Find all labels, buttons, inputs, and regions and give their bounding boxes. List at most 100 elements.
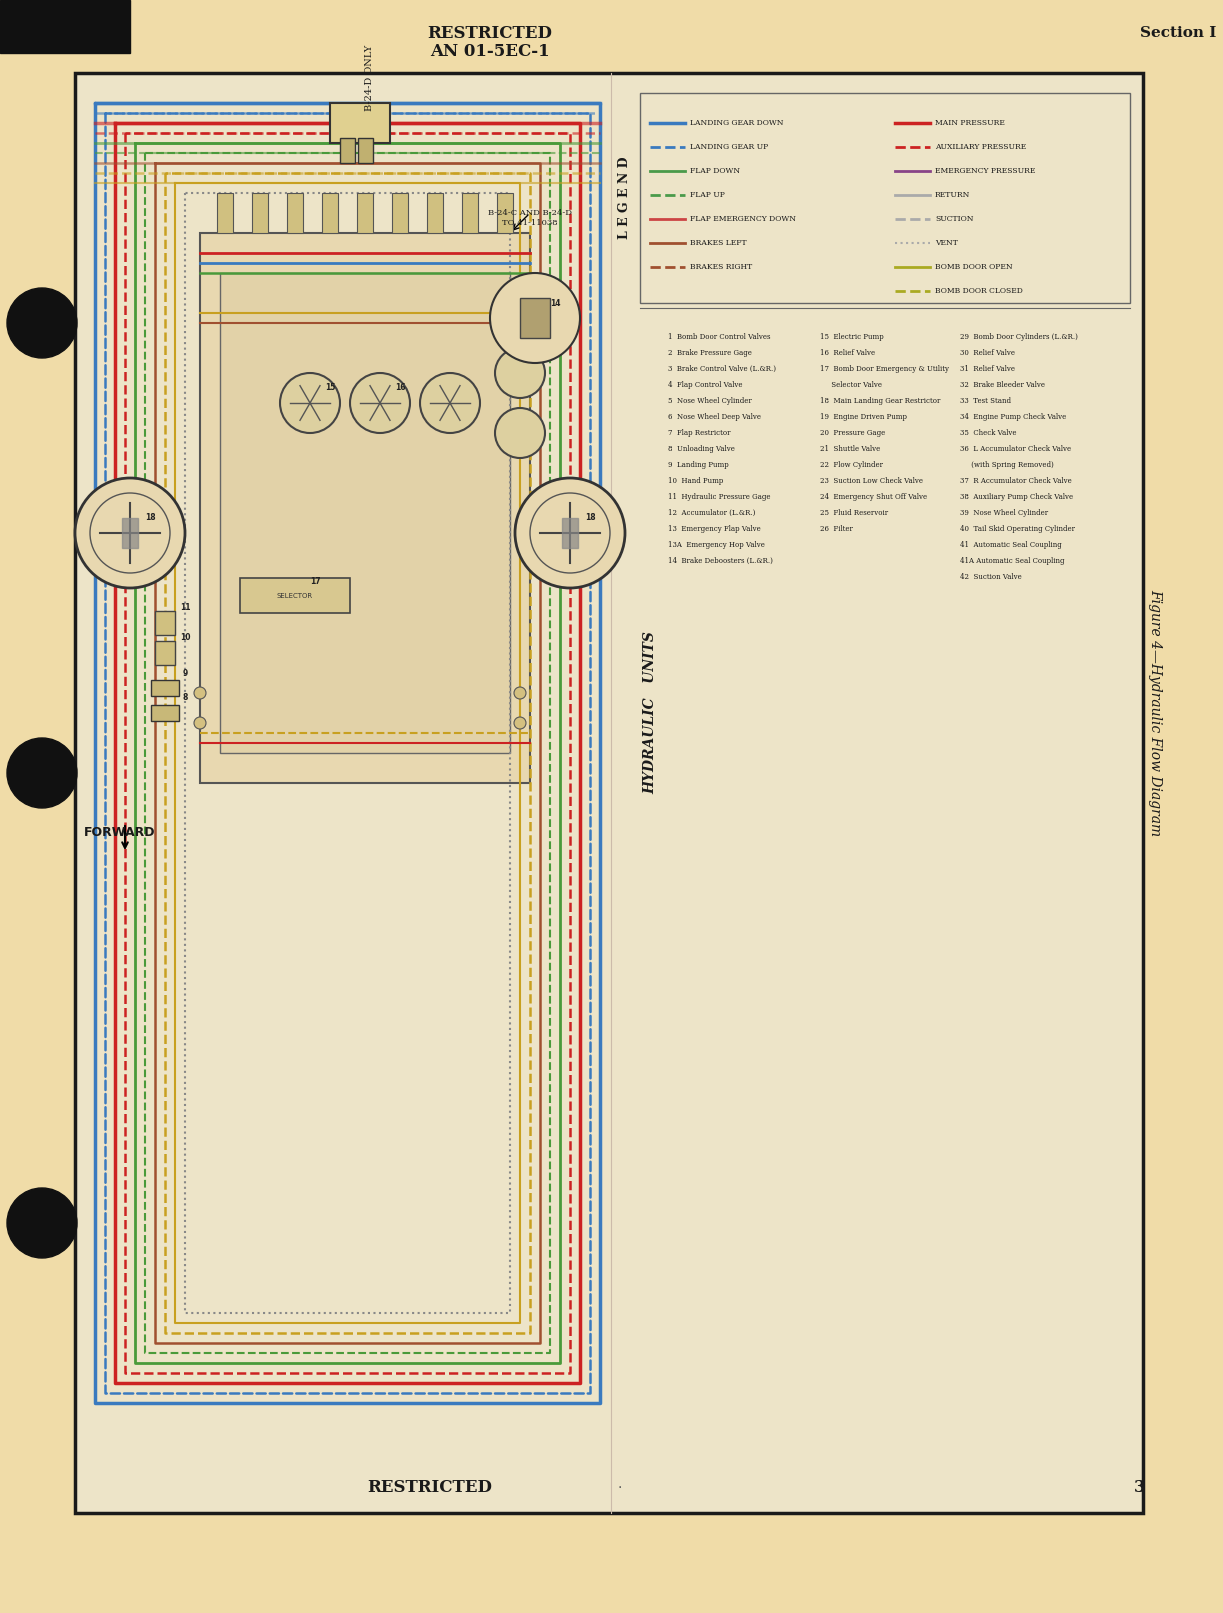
Text: RETURN: RETURN [936,190,970,198]
Circle shape [7,1189,77,1258]
Text: 30  Relief Valve: 30 Relief Valve [960,348,1015,356]
Text: 8: 8 [182,694,187,703]
Text: 11  Hydraulic Pressure Gage: 11 Hydraulic Pressure Gage [668,494,770,502]
Text: 14  Brake Deboosters (L.&R.): 14 Brake Deboosters (L.&R.) [668,556,773,565]
Bar [122,518,138,548]
Circle shape [490,273,580,363]
Bar [220,273,510,753]
Text: 24  Emergency Shut Off Valve: 24 Emergency Shut Off Valve [819,494,927,502]
Bar [497,194,512,232]
Text: BRAKES RIGHT: BRAKES RIGHT [690,263,752,271]
Text: 26  Filter: 26 Filter [819,524,852,532]
Text: 10  Hand Pump: 10 Hand Pump [668,477,723,486]
Bar [322,194,338,232]
Text: VENT: VENT [936,239,958,247]
Bar [462,194,478,232]
Text: 12  Accumulator (L.&R.): 12 Accumulator (L.&R.) [668,510,756,518]
Circle shape [514,687,526,698]
Text: B-24-D ONLY: B-24-D ONLY [366,45,374,111]
Text: RESTRICTED: RESTRICTED [428,24,553,42]
Text: 37  R Accumulator Check Valve: 37 R Accumulator Check Valve [960,477,1071,486]
Text: B-24-C AND B-24-D
TO 41-11038: B-24-C AND B-24-D TO 41-11038 [488,210,572,226]
Text: 15: 15 [325,384,335,392]
Text: 7  Flap Restrictor: 7 Flap Restrictor [668,429,730,437]
Text: 35  Check Valve: 35 Check Valve [960,429,1016,437]
Text: 38  Auxiliary Pump Check Valve: 38 Auxiliary Pump Check Valve [960,494,1073,502]
Bar [155,611,175,636]
Text: 1  Bomb Door Control Valves: 1 Bomb Door Control Valves [668,332,770,340]
Text: 2  Brake Pressure Gage: 2 Brake Pressure Gage [668,348,752,356]
Bar [240,577,350,613]
Text: 10: 10 [180,634,191,642]
Text: 16  Relief Valve: 16 Relief Valve [819,348,876,356]
Text: SELECTOR: SELECTOR [276,594,313,598]
Text: 34  Engine Pump Check Valve: 34 Engine Pump Check Valve [960,413,1066,421]
Bar [357,194,373,232]
Bar [150,681,179,695]
Text: LANDING GEAR DOWN: LANDING GEAR DOWN [690,119,784,127]
Text: EMERGENCY PRESSURE: EMERGENCY PRESSURE [936,168,1036,174]
Bar [640,94,1130,303]
Text: 9: 9 [182,668,187,677]
Bar [287,194,303,232]
Text: BOMB DOOR OPEN: BOMB DOOR OPEN [936,263,1013,271]
Text: 14: 14 [550,298,560,308]
Text: 18: 18 [585,513,596,523]
Text: RESTRICTED: RESTRICTED [367,1479,493,1497]
Text: AN 01-5EC-1: AN 01-5EC-1 [430,42,550,60]
Text: ·: · [618,1481,623,1495]
Text: 21  Shuttle Valve: 21 Shuttle Valve [819,445,881,453]
Text: 32  Brake Bleeder Valve: 32 Brake Bleeder Valve [960,381,1044,389]
Text: 23  Suction Low Check Valve: 23 Suction Low Check Valve [819,477,923,486]
Bar [358,139,373,163]
Text: 15  Electric Pump: 15 Electric Pump [819,332,884,340]
Text: 25  Fluid Reservoir: 25 Fluid Reservoir [819,510,888,518]
Text: LANDING GEAR UP: LANDING GEAR UP [690,144,768,152]
Text: 18  Main Landing Gear Restrictor: 18 Main Landing Gear Restrictor [819,397,940,405]
Bar [0,0,130,53]
Circle shape [194,718,205,729]
Text: 22  Flow Cylinder: 22 Flow Cylinder [819,461,883,469]
Text: Section I: Section I [1140,26,1217,40]
Text: 41A Automatic Seal Coupling: 41A Automatic Seal Coupling [960,556,1064,565]
Bar [252,194,268,232]
Text: 19  Engine Driven Pump: 19 Engine Driven Pump [819,413,907,421]
Circle shape [419,373,479,432]
Text: 17  Bomb Door Emergency & Utility: 17 Bomb Door Emergency & Utility [819,365,949,373]
Text: BOMB DOOR CLOSED: BOMB DOOR CLOSED [936,287,1022,295]
Text: 5  Nose Wheel Cylinder: 5 Nose Wheel Cylinder [668,397,752,405]
Bar [520,298,550,339]
Text: (with Spring Removed): (with Spring Removed) [960,461,1054,469]
Text: 6  Nose Wheel Deep Valve: 6 Nose Wheel Deep Valve [668,413,761,421]
Circle shape [350,373,410,432]
Text: AUXILIARY PRESSURE: AUXILIARY PRESSURE [936,144,1026,152]
Text: 16: 16 [395,384,405,392]
Bar [150,705,179,721]
Text: FORWARD: FORWARD [84,826,155,839]
Text: 36  L Accumulator Check Valve: 36 L Accumulator Check Valve [960,445,1071,453]
Text: MAIN PRESSURE: MAIN PRESSURE [936,119,1005,127]
Circle shape [7,289,77,358]
Circle shape [194,687,205,698]
Text: 11: 11 [180,603,191,613]
Text: 39  Nose Wheel Cylinder: 39 Nose Wheel Cylinder [960,510,1048,518]
Bar [340,139,355,163]
Text: FLAP EMERGENCY DOWN: FLAP EMERGENCY DOWN [690,215,796,223]
Text: FLAP DOWN: FLAP DOWN [690,168,740,174]
Text: 8  Unloading Valve: 8 Unloading Valve [668,445,735,453]
Circle shape [514,718,526,729]
Circle shape [495,348,545,398]
Text: 13  Emergency Flap Valve: 13 Emergency Flap Valve [668,524,761,532]
Bar [393,194,408,232]
Text: 41  Automatic Seal Coupling: 41 Automatic Seal Coupling [960,540,1062,548]
Bar [155,640,175,665]
Circle shape [495,408,545,458]
Text: Figure 4—Hydraulic Flow Diagram: Figure 4—Hydraulic Flow Diagram [1148,589,1162,837]
Bar [563,518,578,548]
Text: 17: 17 [309,576,320,586]
Text: 3: 3 [1134,1479,1146,1497]
Text: 18: 18 [144,513,155,523]
Text: 20  Pressure Gage: 20 Pressure Gage [819,429,885,437]
Text: L E G E N D: L E G E N D [619,156,631,239]
Text: 29  Bomb Door Cylinders (L.&R.): 29 Bomb Door Cylinders (L.&R.) [960,332,1077,340]
